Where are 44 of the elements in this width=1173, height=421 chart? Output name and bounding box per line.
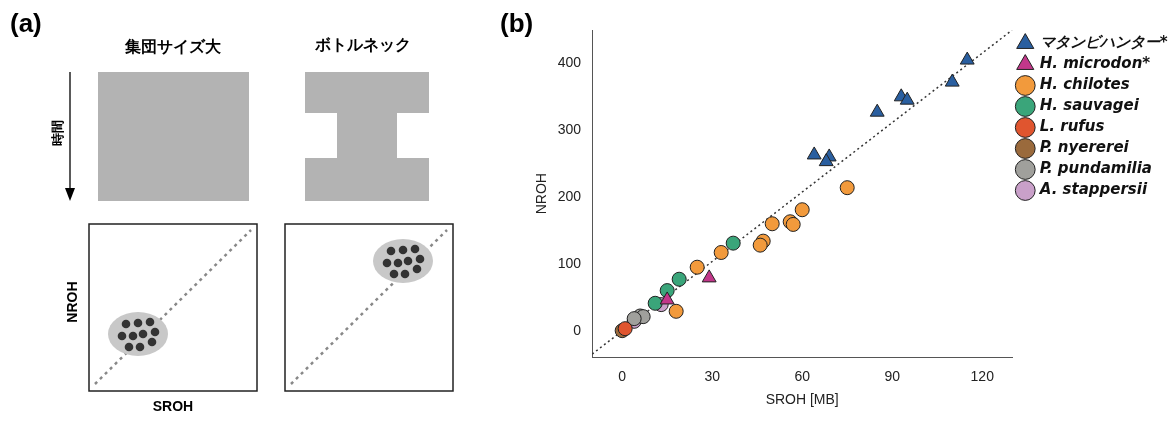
legend-label: P. pundamilia <box>1039 159 1152 178</box>
point <box>869 103 885 117</box>
point <box>647 295 663 311</box>
point <box>689 259 705 275</box>
point <box>752 237 768 253</box>
y-tick-label: 100 <box>557 254 582 271</box>
x-tick-label: 30 <box>704 367 721 384</box>
text: (a) <box>10 8 42 38</box>
y-tick-label: 200 <box>557 187 582 204</box>
point <box>668 303 684 319</box>
text: 集団サイズ大 <box>124 37 222 56</box>
point <box>959 51 975 65</box>
text: NROH <box>64 281 80 323</box>
point <box>671 271 687 287</box>
point <box>701 269 717 283</box>
legend-label: H. sauvagei <box>1039 96 1140 115</box>
point <box>794 202 810 218</box>
legend-label: P. nyererei <box>1039 138 1130 157</box>
point <box>899 91 915 105</box>
point <box>944 73 960 87</box>
legend-label: マタンビハンター* <box>1039 33 1168 52</box>
point <box>713 245 729 260</box>
x-tick-label: 120 <box>970 367 995 384</box>
legend-label: H. chilotes <box>1039 75 1130 94</box>
point <box>764 216 780 232</box>
text: ボトルネック <box>314 35 411 54</box>
y-axis-title: NROH <box>533 173 550 215</box>
y-tick-label: 0 <box>573 321 582 338</box>
x-axis-title: SROH [MB] <box>765 391 839 408</box>
legend-label: L. rufus <box>1039 117 1105 136</box>
chart-title: (b) <box>500 8 534 38</box>
legend-label: H. microdon* <box>1039 54 1151 73</box>
x-tick-label: 0 <box>618 367 627 384</box>
legend-label: A. stappersii <box>1038 180 1148 199</box>
y-tick-label: 400 <box>557 54 582 71</box>
y-tick-label: 300 <box>557 121 582 138</box>
x-tick-label: 90 <box>884 367 901 384</box>
text: 時間 <box>50 120 65 146</box>
point <box>839 180 855 196</box>
point <box>725 235 741 251</box>
point <box>806 146 822 160</box>
x-tick-label: 60 <box>794 367 811 384</box>
point <box>818 153 834 167</box>
text: SROH <box>152 398 194 414</box>
